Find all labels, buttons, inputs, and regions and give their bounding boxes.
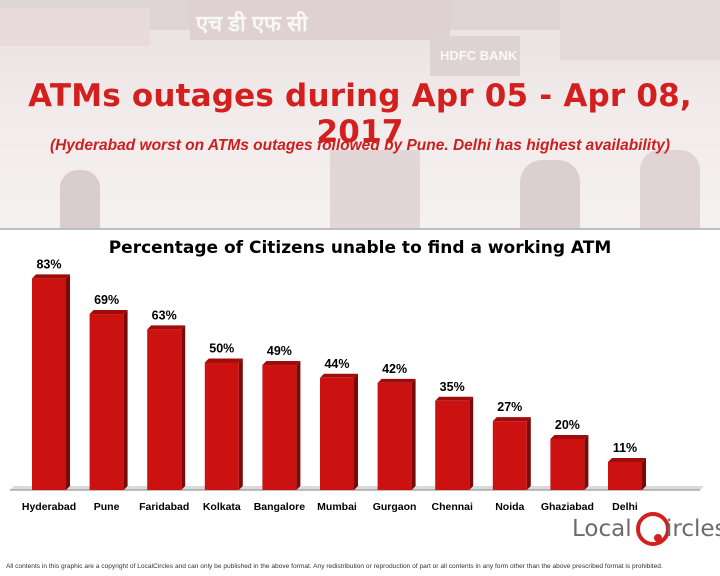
bar-side xyxy=(354,373,358,490)
data-label: 20% xyxy=(555,418,580,432)
data-label: 63% xyxy=(152,308,177,322)
bar-top xyxy=(608,457,646,462)
header-banner: एच डी एफ सी HDFC BANK xyxy=(0,0,720,228)
x-tick-label: Faridabad xyxy=(139,501,189,513)
logo-text-left: Local xyxy=(572,516,632,542)
x-tick-label: Pune xyxy=(94,501,120,513)
bar-top xyxy=(147,325,186,330)
bar-side xyxy=(296,361,301,490)
bar xyxy=(608,461,642,490)
bar-side xyxy=(469,396,474,490)
bar-side xyxy=(66,274,70,490)
bar-side xyxy=(181,325,186,490)
x-tick-label: Delhi xyxy=(612,501,638,513)
bar-side xyxy=(123,310,128,490)
bar-top xyxy=(320,373,358,378)
logo-text-right: ircles xyxy=(666,516,720,542)
bar-top xyxy=(32,274,70,279)
bar-side xyxy=(642,457,646,490)
chart-title: Percentage of Citizens unable to find a … xyxy=(108,238,612,258)
bar xyxy=(32,278,66,490)
bar xyxy=(89,314,124,490)
data-label: 49% xyxy=(267,344,292,358)
logo-pin-icon xyxy=(654,534,662,542)
bar-side xyxy=(411,378,416,490)
data-label: 11% xyxy=(613,441,637,455)
x-tick-label: Bangalore xyxy=(254,501,306,513)
page-title: ATMs outages during Apr 05 - Apr 08, 201… xyxy=(28,78,692,150)
bar-top xyxy=(550,435,589,439)
logo-circle-icon xyxy=(636,512,670,546)
x-tick-label: Hyderabad xyxy=(22,501,76,513)
bar-top xyxy=(89,310,128,315)
data-label: 69% xyxy=(94,293,119,307)
bar xyxy=(377,382,412,490)
bar xyxy=(320,377,354,490)
bar-top xyxy=(262,361,301,366)
localcircles-logo: Local ircles xyxy=(572,512,720,552)
bar xyxy=(435,400,470,490)
x-tick-label: Kolkata xyxy=(203,501,241,513)
data-label: 42% xyxy=(382,362,407,376)
x-tick-label: Gurgaon xyxy=(373,501,417,513)
bar xyxy=(550,439,585,490)
data-label: 44% xyxy=(324,357,349,371)
data-label: 27% xyxy=(497,400,522,414)
page-subtitle: (Hyderabad worst on ATMs outages followe… xyxy=(49,137,671,154)
data-label: 35% xyxy=(440,380,465,394)
bar-side xyxy=(238,358,243,490)
bar xyxy=(147,329,182,490)
x-tick-label: Ghaziabad xyxy=(541,501,594,513)
banner-sign-bank: HDFC BANK xyxy=(440,48,518,63)
bar-top xyxy=(435,396,474,401)
bar-side xyxy=(584,435,589,490)
bar-side xyxy=(526,417,531,490)
copyright-notice: All contents in this graphic are a copyr… xyxy=(6,563,663,570)
x-tick-label: Mumbai xyxy=(317,501,357,513)
bar-top xyxy=(492,417,531,422)
bar xyxy=(262,365,297,490)
banner-sign-hindi: एच डी एफ सी xyxy=(196,11,308,36)
bar-top xyxy=(204,358,243,363)
data-label: 83% xyxy=(36,257,61,271)
bar xyxy=(204,362,239,490)
bar xyxy=(492,421,527,490)
bar-top xyxy=(377,378,416,383)
x-tick-label: Chennai xyxy=(431,501,473,513)
data-label: 50% xyxy=(209,342,234,356)
section-divider xyxy=(0,228,720,230)
x-tick-label: Noida xyxy=(495,501,524,513)
